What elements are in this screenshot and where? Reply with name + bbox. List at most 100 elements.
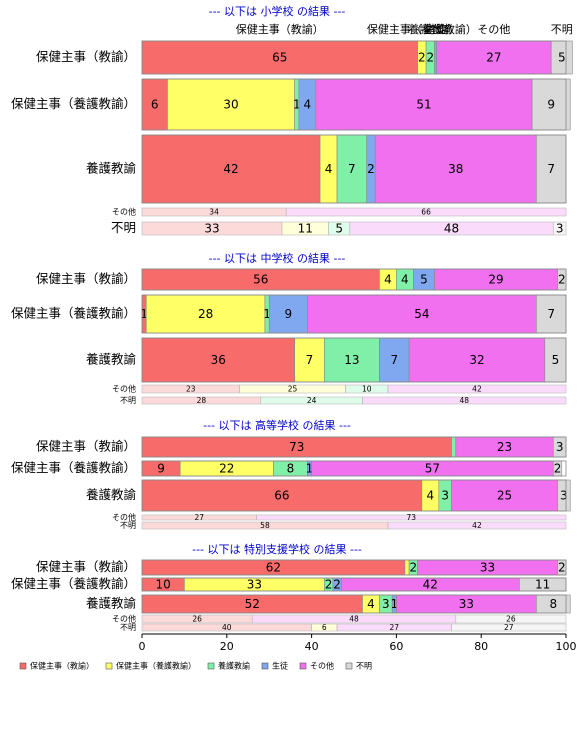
bar-segment [436, 40, 552, 75]
value-label: 22 [219, 462, 234, 476]
bar-outline [141, 594, 567, 614]
value-label: 27 [390, 623, 400, 632]
value-label: 25 [288, 385, 298, 394]
bar-segment [315, 78, 533, 131]
value-label: 25 [497, 489, 512, 503]
value-label: 2 [418, 51, 426, 65]
value-label: 9 [547, 98, 555, 112]
legend-swatch [345, 662, 353, 670]
row-label: 保健主事（養護教諭） [11, 306, 136, 321]
bar-outline [141, 337, 567, 383]
bar-segment [552, 221, 567, 236]
row-label: 養護教諭 [86, 352, 137, 367]
value-label: 2 [333, 578, 341, 592]
x-tick-label: 20 [220, 640, 234, 653]
row-label: 保健主事（養護教諭） [11, 96, 136, 111]
value-label: 5 [335, 222, 343, 236]
panel-title: --- 以下は 特別支援学校 の結果 --- [192, 542, 362, 556]
value-label: 9 [284, 307, 292, 321]
legend-swatch [299, 662, 307, 670]
value-label: 7 [306, 353, 314, 367]
value-label: 8 [287, 462, 295, 476]
legend-label: 保健主事（教諭） [30, 661, 94, 671]
value-label: 54 [414, 307, 429, 321]
panel-title: --- 以下は 中学校 の結果 --- [209, 251, 346, 265]
bar-outline [141, 268, 567, 291]
x-tick-label: 0 [139, 640, 146, 653]
value-label: 7 [547, 307, 555, 321]
value-label: 4 [384, 273, 392, 287]
value-label: 2 [558, 273, 566, 287]
value-label: 3 [556, 222, 564, 236]
legend-label: その他 [310, 661, 334, 671]
value-label: 7 [547, 162, 555, 176]
value-label: 10 [362, 385, 372, 394]
legend-swatch [207, 662, 215, 670]
row-label: 養護教諭 [86, 487, 137, 502]
bar-segment [268, 294, 308, 334]
value-label: 27 [486, 51, 501, 65]
value-label: 3 [560, 489, 568, 503]
value-label: 11 [535, 578, 550, 592]
value-label: 56 [253, 273, 268, 287]
value-label: 42 [423, 578, 438, 592]
value-label: 40 [222, 623, 232, 632]
legend-swatch [105, 662, 113, 670]
row-label: その他 [112, 207, 136, 217]
value-label: 33 [204, 222, 219, 236]
value-label: 58 [260, 521, 270, 530]
value-label: 2 [554, 462, 562, 476]
value-label: 52 [245, 597, 260, 611]
value-label: 7 [390, 353, 398, 367]
bar-segment [285, 207, 567, 217]
value-label: 57 [425, 462, 440, 476]
row-label: 不明 [111, 220, 136, 235]
value-label: 3 [556, 440, 564, 454]
value-label: 48 [444, 222, 459, 236]
value-label: 4 [426, 489, 434, 503]
value-label: 6 [151, 98, 159, 112]
bar-segment [145, 294, 266, 334]
value-label: 73 [406, 513, 416, 522]
value-label: 2 [325, 578, 333, 592]
row-label: 保健主事（教諭） [36, 439, 136, 454]
value-label: 9 [157, 462, 165, 476]
value-label: 36 [211, 353, 226, 367]
row-label: その他 [112, 512, 136, 522]
value-label: 24 [307, 396, 317, 405]
value-label: 48 [459, 396, 469, 405]
row-label: 保健主事（養護教諭） [11, 460, 136, 475]
value-label: 26 [506, 615, 516, 624]
value-label: 5 [552, 353, 560, 367]
bar-outline [141, 577, 567, 592]
bar-segment [387, 384, 567, 394]
bar-segment [141, 40, 418, 75]
value-label: 4 [367, 597, 375, 611]
value-label: 3 [441, 489, 449, 503]
bar-segment [455, 614, 567, 624]
row-label: その他 [112, 614, 136, 624]
value-label: 2 [367, 162, 375, 176]
value-label: 33 [480, 561, 495, 575]
value-label: 2 [410, 561, 418, 575]
value-label: 42 [472, 385, 482, 394]
x-tick-label: 60 [389, 640, 403, 653]
value-label: 42 [472, 521, 482, 530]
legend-label: 保健主事（養護教諭） [116, 661, 196, 671]
value-label: 1 [390, 597, 398, 611]
value-label: 4 [325, 162, 333, 176]
value-label: 73 [289, 440, 304, 454]
value-label: 2 [558, 561, 566, 575]
panel-title: --- 以下は 小学校 の結果 --- [209, 4, 346, 18]
value-label: 34 [209, 208, 219, 217]
value-label: 26 [192, 615, 202, 624]
row-label: 保健主事（教諭） [36, 49, 136, 64]
bar-segment [536, 134, 567, 204]
row-label: 養護教諭 [86, 161, 137, 176]
bar-segment [404, 559, 410, 576]
value-label: 23 [186, 385, 196, 394]
row-label: 不明 [120, 521, 136, 530]
value-label: 51 [416, 98, 431, 112]
column-label: 保健主事（養護教諭） [367, 22, 477, 36]
